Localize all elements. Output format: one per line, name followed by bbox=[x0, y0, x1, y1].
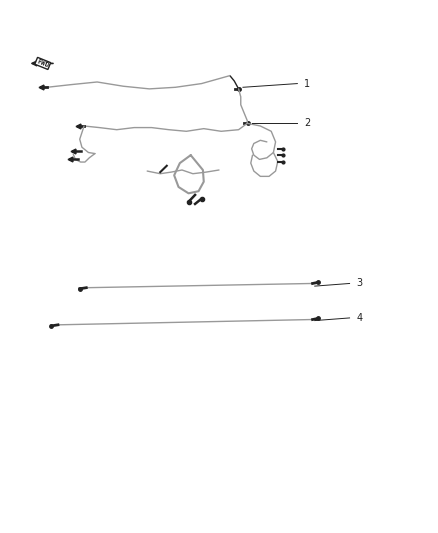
Text: FWD: FWD bbox=[36, 58, 50, 69]
Text: 3: 3 bbox=[356, 278, 362, 288]
Text: 2: 2 bbox=[304, 118, 310, 128]
Text: 4: 4 bbox=[356, 313, 362, 323]
Text: 1: 1 bbox=[304, 78, 310, 88]
